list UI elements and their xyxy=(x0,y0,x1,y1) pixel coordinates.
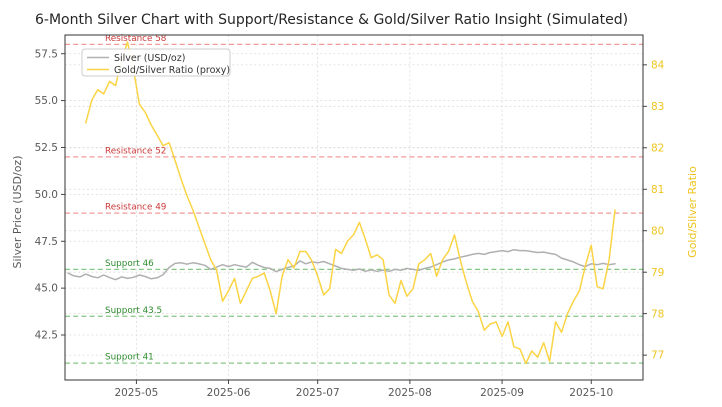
axes-layer: 2025-05 2025-06 2025-07 2025-08 2025-09 2025-… xyxy=(35,48,665,399)
chart-title: 6-Month Silver Chart with Support/Resist… xyxy=(35,12,628,28)
left-tick-label: 55.0 xyxy=(35,95,58,107)
resistance-label-52: Resistance 52 xyxy=(105,146,166,156)
x-tick-label: 2025-08 xyxy=(388,387,432,399)
x-tick-label: 2025-10 xyxy=(569,387,613,399)
left-tick-label: 57.5 xyxy=(35,48,58,60)
right-tick-label: 81 xyxy=(651,184,664,196)
resistance-label-49: Resistance 49 xyxy=(105,203,166,213)
right-axis-label: Gold/Silver Ratio xyxy=(686,166,699,258)
right-tick-label: 83 xyxy=(651,101,664,113)
right-tick-label: 78 xyxy=(651,308,664,320)
left-tick-label: 42.5 xyxy=(35,330,58,342)
left-tick-label: 50.0 xyxy=(35,189,58,201)
right-tick-label: 80 xyxy=(651,225,664,237)
support-label-41: Support 41 xyxy=(105,353,154,363)
right-tick-label: 77 xyxy=(651,350,664,362)
right-tick-label: 82 xyxy=(651,142,664,154)
right-tick-label: 84 xyxy=(651,59,665,71)
left-tick-label: 45.0 xyxy=(35,283,58,295)
right-tick-label: 79 xyxy=(651,267,664,279)
legend-label-ratio: Gold/Silver Ratio (proxy) xyxy=(114,65,230,76)
support-label-43.5: Support 43.5 xyxy=(105,306,162,316)
series-layer xyxy=(67,41,616,365)
support-resistance-layer: Resistance 58 Resistance 52 Resistance 49 S… xyxy=(65,34,643,364)
legend-box xyxy=(81,48,231,77)
resistance-label-58: Resistance 58 xyxy=(105,34,166,44)
x-tick-label: 2025-06 xyxy=(207,387,251,399)
support-label-46: Support 46 xyxy=(105,259,154,269)
legend-label-silver: Silver (USD/oz) xyxy=(114,53,185,64)
silver-price-line xyxy=(67,248,616,281)
x-tick-label: 2025-09 xyxy=(480,387,524,399)
grid-layer xyxy=(65,35,643,380)
x-tick-label: 2025-05 xyxy=(114,387,158,399)
left-tick-label: 47.5 xyxy=(35,236,58,248)
plot-border xyxy=(64,34,644,381)
gold-silver-ratio-line xyxy=(85,41,616,365)
legend: Silver (USD/oz) Gold/Silver Ratio (proxy… xyxy=(81,48,231,77)
left-tick-label: 52.5 xyxy=(35,142,58,154)
x-tick-label: 2025-07 xyxy=(296,387,340,399)
left-axis-label: Silver Price (USD/oz) xyxy=(11,155,24,268)
